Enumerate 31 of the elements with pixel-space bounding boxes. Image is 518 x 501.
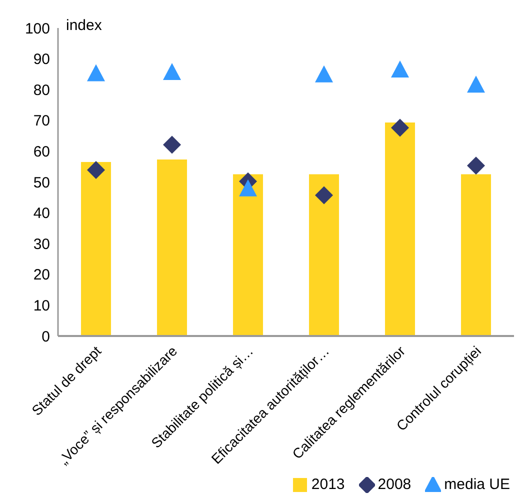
point xyxy=(87,64,105,82)
legend-label: 2013 xyxy=(311,476,345,493)
point xyxy=(467,76,485,93)
point xyxy=(87,160,105,179)
legend-label: 2008 xyxy=(378,476,412,493)
point xyxy=(391,60,409,78)
y-tick-label: 70 xyxy=(33,112,50,130)
y-tick-label: 80 xyxy=(33,82,50,99)
y-axis-title: index xyxy=(66,17,102,34)
y-tick-label: 50 xyxy=(33,174,50,192)
y-tick-label: 0 xyxy=(42,328,50,346)
y-tick-label: 30 xyxy=(33,236,50,253)
y-tick-label: 100 xyxy=(24,20,50,38)
y-tick-label: 90 xyxy=(33,51,50,68)
point xyxy=(163,62,181,80)
bar xyxy=(81,162,111,336)
y-tick-label: 20 xyxy=(33,266,50,284)
y-tick-label: 10 xyxy=(33,298,50,315)
point xyxy=(315,186,333,204)
point xyxy=(163,136,181,154)
point xyxy=(391,118,409,137)
y-tick-label: 40 xyxy=(33,205,50,222)
bar xyxy=(233,174,263,336)
bar xyxy=(157,160,187,336)
y-tick-label: 60 xyxy=(33,144,50,161)
bar xyxy=(309,174,339,336)
bar xyxy=(461,174,491,336)
bar xyxy=(385,122,415,336)
legend-label: media UE xyxy=(444,476,510,493)
point xyxy=(467,156,485,175)
point xyxy=(315,65,333,82)
